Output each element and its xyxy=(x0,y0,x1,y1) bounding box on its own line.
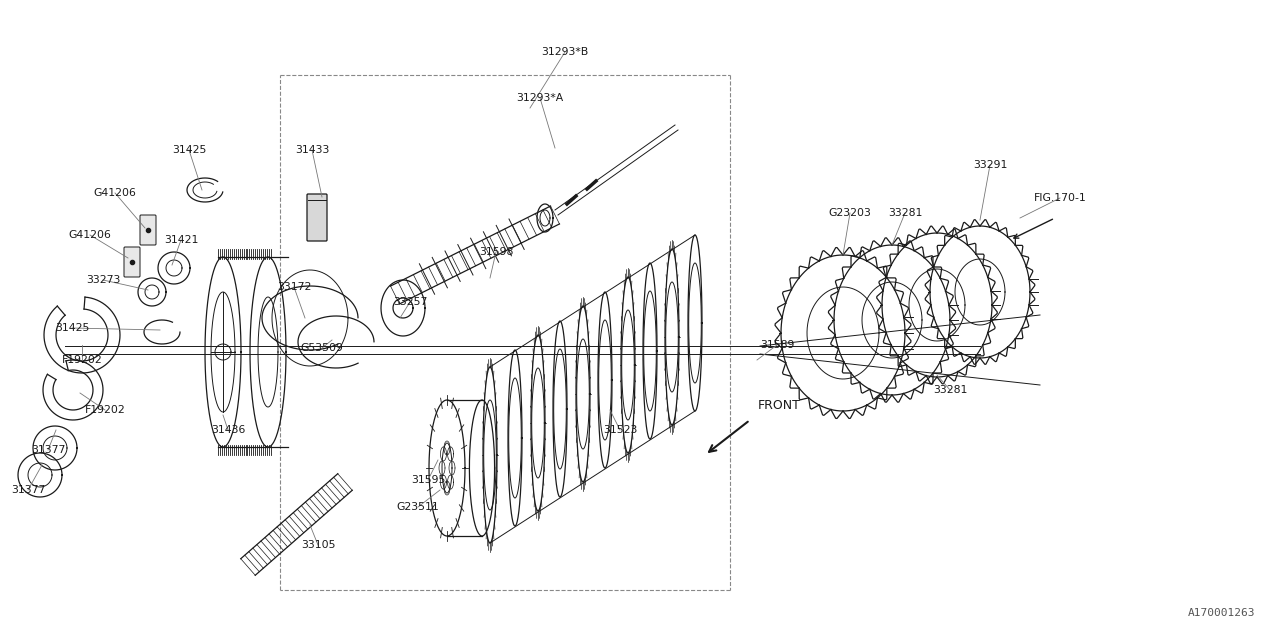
Text: 33172: 33172 xyxy=(276,282,311,292)
Text: 31436: 31436 xyxy=(211,425,246,435)
Text: FIG.170-1: FIG.170-1 xyxy=(1034,193,1087,203)
Text: 33281: 33281 xyxy=(888,208,922,218)
Text: 33105: 33105 xyxy=(301,540,335,550)
Text: 31523: 31523 xyxy=(603,425,637,435)
Text: 33291: 33291 xyxy=(973,160,1007,170)
Text: G23203: G23203 xyxy=(828,208,872,218)
Text: G41206: G41206 xyxy=(69,230,111,240)
Text: 33281: 33281 xyxy=(933,385,968,395)
Text: 31598: 31598 xyxy=(479,247,513,257)
FancyBboxPatch shape xyxy=(140,215,156,245)
Text: 31293*B: 31293*B xyxy=(541,47,589,57)
Text: 31433: 31433 xyxy=(294,145,329,155)
Text: 33257: 33257 xyxy=(393,297,428,307)
Text: F19202: F19202 xyxy=(61,355,102,365)
Text: 31425: 31425 xyxy=(55,323,90,333)
Text: 31425: 31425 xyxy=(172,145,206,155)
Text: 31595: 31595 xyxy=(411,475,445,485)
Text: 31377: 31377 xyxy=(31,445,65,455)
Text: 31293*A: 31293*A xyxy=(516,93,563,103)
FancyBboxPatch shape xyxy=(307,194,326,241)
Text: A170001263: A170001263 xyxy=(1188,608,1254,618)
Text: G53509: G53509 xyxy=(301,343,343,353)
Text: G23511: G23511 xyxy=(397,502,439,512)
Text: 33273: 33273 xyxy=(86,275,120,285)
Text: FRONT: FRONT xyxy=(758,399,801,412)
Text: 31589: 31589 xyxy=(760,340,794,350)
FancyBboxPatch shape xyxy=(124,247,140,277)
Text: 31377: 31377 xyxy=(10,485,45,495)
Text: F19202: F19202 xyxy=(84,405,125,415)
Text: 31421: 31421 xyxy=(164,235,198,245)
Text: G41206: G41206 xyxy=(93,188,137,198)
